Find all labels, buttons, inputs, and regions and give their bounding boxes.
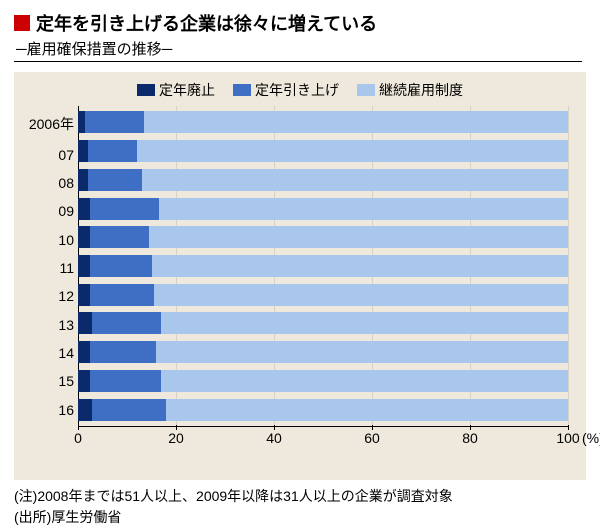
footnote-note: (注)2008年までは51人以上、2009年以降は31人以上の企業が調査対象 [14, 486, 586, 507]
legend-item: 定年引き上げ [233, 80, 339, 100]
y-axis-label: 12 [24, 288, 74, 304]
bar-row [78, 198, 568, 220]
legend-swatch-icon [137, 84, 155, 96]
x-tick-label: 60 [364, 430, 380, 446]
bar-segment [90, 226, 149, 248]
bar-segment [166, 399, 568, 421]
header: 定年を引き上げる企業は徐々に増えている ─雇用確保措置の推移─ [0, 0, 600, 66]
bar-segment [88, 169, 142, 191]
bar-segment [78, 198, 90, 220]
bar-row [78, 111, 568, 133]
title-bullet-icon [14, 15, 30, 31]
chart-subtitle: ─雇用確保措置の推移─ [14, 38, 582, 62]
legend-label: 定年引き上げ [255, 80, 339, 100]
legend-swatch-icon [357, 84, 375, 96]
y-axis-label: 13 [24, 317, 74, 333]
legend-swatch-icon [233, 84, 251, 96]
bar-segment [85, 111, 144, 133]
legend: 定年廃止 定年引き上げ 継続雇用制度 [24, 80, 576, 100]
chart-title: 定年を引き上げる企業は徐々に増えている [36, 10, 377, 36]
x-tick-label: 80 [462, 430, 478, 446]
chart-area: 定年廃止 定年引き上げ 継続雇用制度 2006年 07 08 09 10 11 12 13 14 15… [14, 72, 586, 480]
bar-segment [142, 169, 568, 191]
bar-segment [92, 399, 166, 421]
y-axis-labels: 2006年 07 08 09 10 11 12 13 14 15 16 [24, 106, 74, 426]
y-axis-label: 07 [24, 147, 74, 163]
bar-segment [159, 198, 568, 220]
legend-item: 継続雇用制度 [357, 80, 463, 100]
x-tick-label: 20 [168, 430, 184, 446]
title-row: 定年を引き上げる企業は徐々に増えている [14, 10, 586, 36]
bar-row [78, 284, 568, 306]
footnotes: (注)2008年までは51人以上、2009年以降は31人以上の企業が調査対象 (… [0, 480, 600, 528]
bar-segment [161, 312, 568, 334]
bar-segment [144, 111, 568, 133]
x-tick-label: 40 [266, 430, 282, 446]
y-axis-label: 14 [24, 345, 74, 361]
x-axis: 020406080100(%) [78, 426, 568, 450]
bar-row [78, 341, 568, 363]
y-axis-label: 11 [24, 260, 74, 276]
bar-row [78, 140, 568, 162]
bar-row [78, 399, 568, 421]
y-axis-label: 09 [24, 203, 74, 219]
bar-segment [90, 284, 154, 306]
bar-segment [156, 341, 568, 363]
bar-row [78, 312, 568, 334]
legend-label: 継続雇用制度 [379, 80, 463, 100]
plot-area: 2006年07080910111213141516 [78, 106, 568, 426]
bar-segment [78, 399, 92, 421]
bar-segment [78, 226, 90, 248]
bar-segment [78, 255, 90, 277]
bar-segment [152, 255, 569, 277]
y-axis-label: 15 [24, 373, 74, 389]
grid-line [568, 106, 569, 426]
bar-segment [88, 140, 137, 162]
bar-segment [137, 140, 568, 162]
figure-container: 定年を引き上げる企業は徐々に増えている ─雇用確保措置の推移─ 定年廃止 定年引き… [0, 0, 600, 501]
bar-segment [92, 312, 162, 334]
bar-segment [78, 312, 92, 334]
x-tick-label: 0 [74, 430, 82, 446]
bar-segment [90, 370, 161, 392]
bar-segment [90, 341, 156, 363]
bar-segment [154, 284, 568, 306]
bar-segment [149, 226, 568, 248]
bar-segment [90, 198, 159, 220]
y-axis-label: 16 [24, 402, 74, 418]
bar-segment [90, 255, 151, 277]
y-axis-label: 2006年 [24, 114, 74, 134]
bar-segment [78, 169, 88, 191]
footnote-source: (出所)厚生労働省 [14, 507, 586, 528]
bars [78, 106, 568, 426]
x-axis-unit: (%) [582, 430, 600, 446]
legend-item: 定年廃止 [137, 80, 215, 100]
bar-row [78, 169, 568, 191]
bar-segment [78, 111, 85, 133]
bar-row [78, 370, 568, 392]
x-tick-label: 100 [556, 430, 579, 446]
y-axis-label: 10 [24, 232, 74, 248]
bar-row [78, 255, 568, 277]
legend-label: 定年廃止 [159, 80, 215, 100]
y-axis-label: 08 [24, 175, 74, 191]
bar-segment [78, 370, 90, 392]
bar-segment [78, 284, 90, 306]
bar-segment [161, 370, 568, 392]
bar-segment [78, 341, 90, 363]
bar-row [78, 226, 568, 248]
bar-segment [78, 140, 88, 162]
